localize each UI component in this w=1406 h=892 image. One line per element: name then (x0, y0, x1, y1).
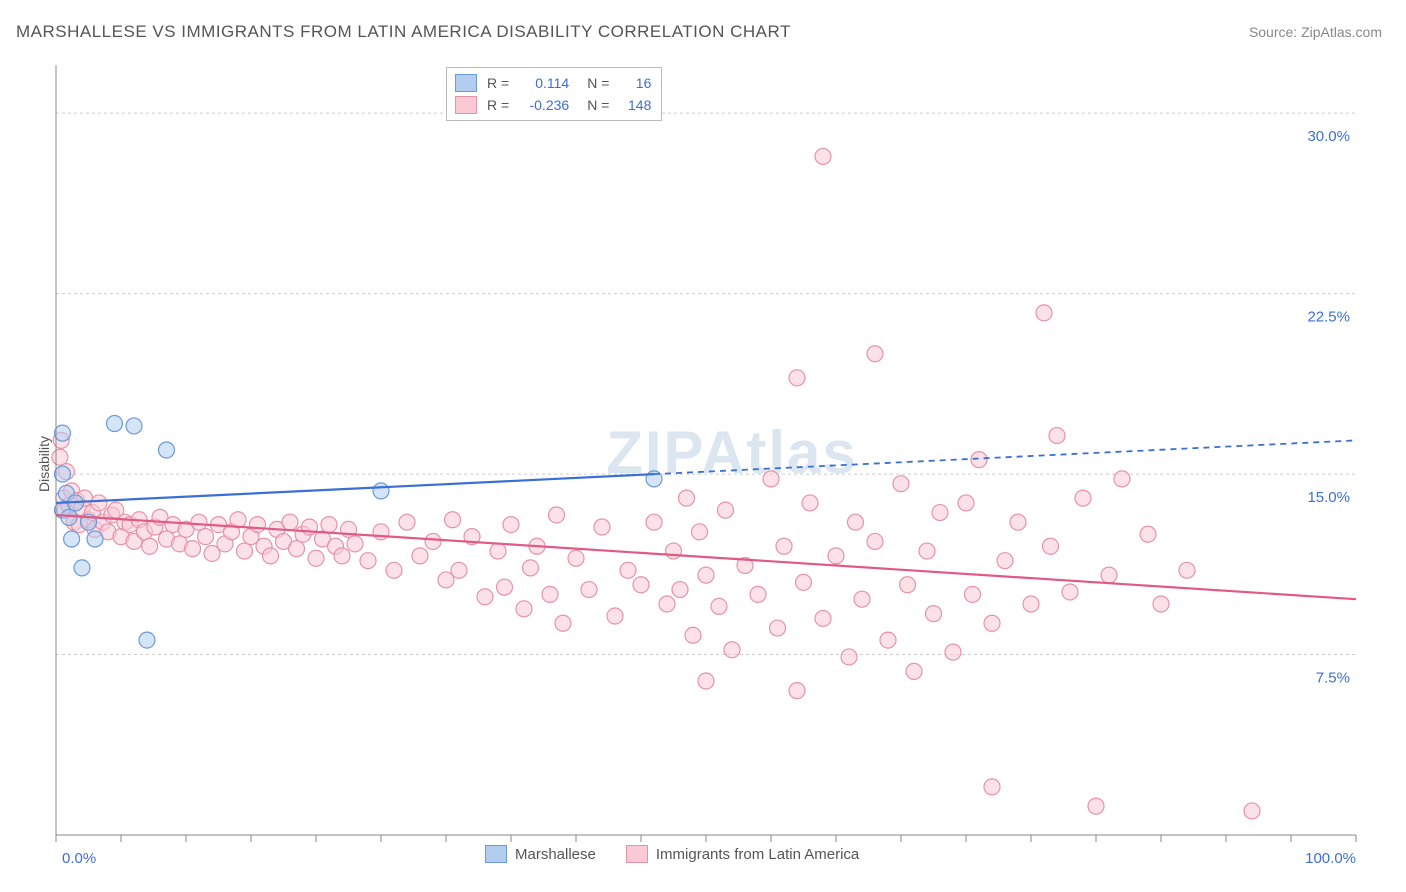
n-value: 148 (615, 94, 651, 116)
series-name: Immigrants from Latin America (656, 846, 859, 863)
series-legend: Marshallese Immigrants from Latin America (485, 845, 859, 863)
legend-swatch (485, 845, 507, 863)
series-name: Marshallese (515, 846, 596, 863)
source-link[interactable]: ZipAtlas.com (1301, 24, 1382, 40)
n-label: N = (587, 72, 609, 94)
source-attribution: Source: ZipAtlas.com (1249, 24, 1382, 40)
r-label: R = (487, 72, 509, 94)
chart-container: Disability ZIPAtlas 7.5% 15.0% 22.5% 30.0% 0.… (16, 55, 1390, 872)
svg-text:15.0%: 15.0% (1307, 489, 1350, 506)
r-value: -0.236 (515, 94, 569, 116)
legend-item: Immigrants from Latin America (626, 845, 859, 863)
n-value: 16 (615, 72, 651, 94)
legend-row-a: R = 0.114 N = 16 (455, 72, 651, 94)
y-axis-label: Disability (36, 435, 52, 491)
legend-swatch (626, 845, 648, 863)
svg-text:7.5%: 7.5% (1316, 670, 1350, 687)
source-prefix: Source: (1249, 24, 1301, 40)
chart-title: MARSHALLESE VS IMMIGRANTS FROM LATIN AME… (16, 22, 791, 42)
svg-text:22.5%: 22.5% (1307, 309, 1350, 326)
r-label: R = (487, 94, 509, 116)
legend-item: Marshallese (485, 845, 596, 863)
svg-text:0.0%: 0.0% (62, 850, 96, 867)
svg-text:100.0%: 100.0% (1305, 850, 1356, 867)
svg-text:30.0%: 30.0% (1307, 128, 1350, 145)
r-value: 0.114 (515, 72, 569, 94)
svg-text:ZIPAtlas: ZIPAtlas (606, 419, 858, 486)
legend-swatch (455, 74, 477, 92)
n-label: N = (587, 94, 609, 116)
scatter-chart: ZIPAtlas 7.5% 15.0% 22.5% 30.0% 0.0% 100.0% (16, 55, 1392, 875)
legend-row-b: R = -0.236 N = 148 (455, 94, 651, 116)
legend-swatch (455, 96, 477, 114)
correlation-legend: R = 0.114 N = 16 R = -0.236 N = 148 (446, 67, 662, 121)
